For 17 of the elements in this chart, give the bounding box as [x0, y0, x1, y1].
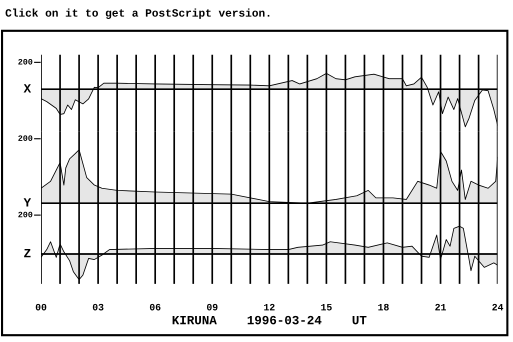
text: 200 [18, 135, 32, 141]
x-tick-label: 09 [206, 304, 218, 310]
x-tick-label: 18 [378, 304, 389, 310]
y-axis-title: Z [24, 248, 31, 258]
x-tick-label: 12 [264, 304, 275, 310]
x-tick-label: 00 [36, 304, 46, 310]
y-axis-title: Y [24, 198, 32, 206]
text: Click on it to get a PostScript version. [6, 8, 270, 19]
x-tick-label: 06 [150, 304, 160, 310]
x-tick-label: 15 [321, 304, 332, 310]
x-axis-title: KIRUNA 1996-03-24 UT [172, 316, 366, 324]
y-axis-title: X [24, 84, 32, 92]
x-tick-label: 24 [492, 304, 504, 310]
text: 200 [18, 212, 32, 218]
text: 200 [18, 58, 32, 65]
x-tick-label: 21 [435, 304, 446, 310]
x-tick-label: 03 [92, 304, 104, 310]
